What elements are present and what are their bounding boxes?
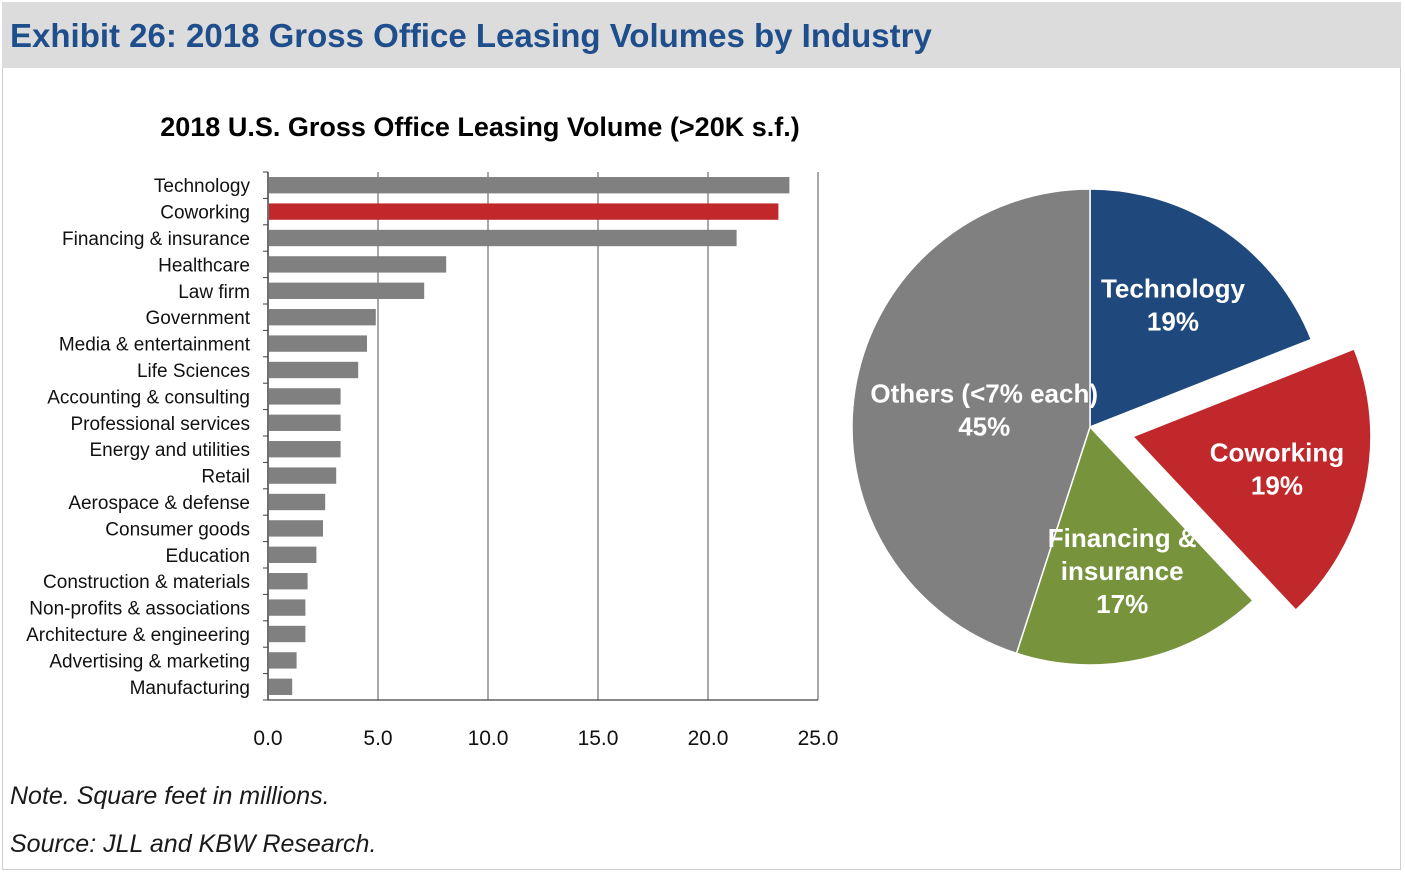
bar-manufacturing [269,678,293,695]
category-label-financing-insurance: Financing & insurance [62,229,250,250]
category-label-accounting-consulting: Accounting & consulting [47,387,250,408]
category-label-construction-materials: Construction & materials [43,572,250,593]
x-tick-label: 15.0 [578,727,619,750]
bar-chart: 2018 U.S. Gross Office Leasing Volume (>… [26,112,838,750]
category-label-manufacturing: Manufacturing [130,678,250,699]
category-label-media-entertainment: Media & entertainment [59,335,251,356]
category-label-healthcare: Healthcare [158,255,250,276]
bar-chart-bars [269,177,790,695]
bar-chart-title: 2018 U.S. Gross Office Leasing Volume (>… [160,112,799,142]
pie-slice-others-7-each [851,188,1091,655]
bar-retail [269,467,337,484]
bar-education [269,546,317,563]
bar-life-sciences [269,361,359,379]
exhibit-title: Exhibit 26: 2018 Gross Office Leasing Vo… [10,17,932,54]
pie-label-others-7-each: Others (<7% each) 45% [870,379,1098,442]
bar-technology [269,177,790,194]
bar-chart-gridlines [263,171,819,701]
bar-consumer-goods [269,520,323,537]
bar-healthcare [269,256,447,273]
pie-chart: Technology 19% Coworking 19%Financing & insu… [851,188,1372,666]
pie-label-technology: Technology 19% [1101,273,1246,336]
category-label-consumer-goods: Consumer goods [105,519,250,540]
category-label-architecture-engineering: Architecture & engineering [26,625,250,646]
category-label-government: Government [145,308,250,329]
pie-slice-financing-insurance [1015,425,1254,666]
bar-non-profits-associations [269,599,306,616]
category-label-energy-and-utilities: Energy and utilities [89,440,250,461]
category-label-non-profits-associations: Non-profits & associations [29,599,250,620]
pie-chart-slices [851,188,1372,666]
x-tick-label: 25.0 [798,727,839,750]
bar-chart-tick-labels: 0.0 5.0 10.0 15.0 20.0 25.0 [253,727,838,750]
category-label-education: Education [165,546,250,567]
x-tick-label: 5.0 [363,727,392,750]
category-label-law-firm: Law firm [178,282,250,303]
pie-chart-labels: Technology 19% Coworking 19%Financing & insu… [870,273,1344,619]
pie-slice-technology [1089,188,1313,429]
pie-label-financing-insurance: Financing & insurance 17% [1048,523,1197,619]
bar-media-entertainment [269,335,367,352]
bar-aerospace-defense [269,493,326,511]
bar-advertising-marketing [269,652,297,669]
category-label-aerospace-defense: Aerospace & defense [68,493,250,514]
pie-label-coworking: Coworking 19% [1210,437,1344,500]
category-label-life-sciences: Life Sciences [137,361,250,382]
x-tick-label: 0.0 [253,727,282,750]
bar-chart-category-labels: Technology Coworking Financing & insurance… [26,176,251,699]
footnote-note: Note. Square feet in millions. [10,782,330,810]
bar-architecture-engineering [269,625,306,643]
category-label-technology: Technology [154,176,251,197]
category-label-professional-services: Professional services [70,414,250,435]
category-label-retail: Retail [201,467,250,488]
bar-government [269,309,376,326]
bar-law-firm [269,282,425,299]
pie-slice-coworking [1131,348,1372,612]
x-tick-label: 10.0 [468,727,509,750]
bar-construction-materials [269,573,308,590]
bar-financing-insurance [269,229,737,247]
bar-professional-services [269,414,341,431]
category-label-coworking: Coworking [160,203,250,224]
x-tick-label: 20.0 [688,727,729,750]
bar-accounting-consulting [269,388,341,405]
exhibit-header: Exhibit 26: 2018 Gross Office Leasing Vo… [2,2,1401,68]
bar-coworking [269,203,779,220]
category-label-advertising-marketing: Advertising & marketing [49,651,250,672]
footnote-source: Source: JLL and KBW Research. [10,830,377,858]
bar-energy-and-utilities [269,441,341,458]
